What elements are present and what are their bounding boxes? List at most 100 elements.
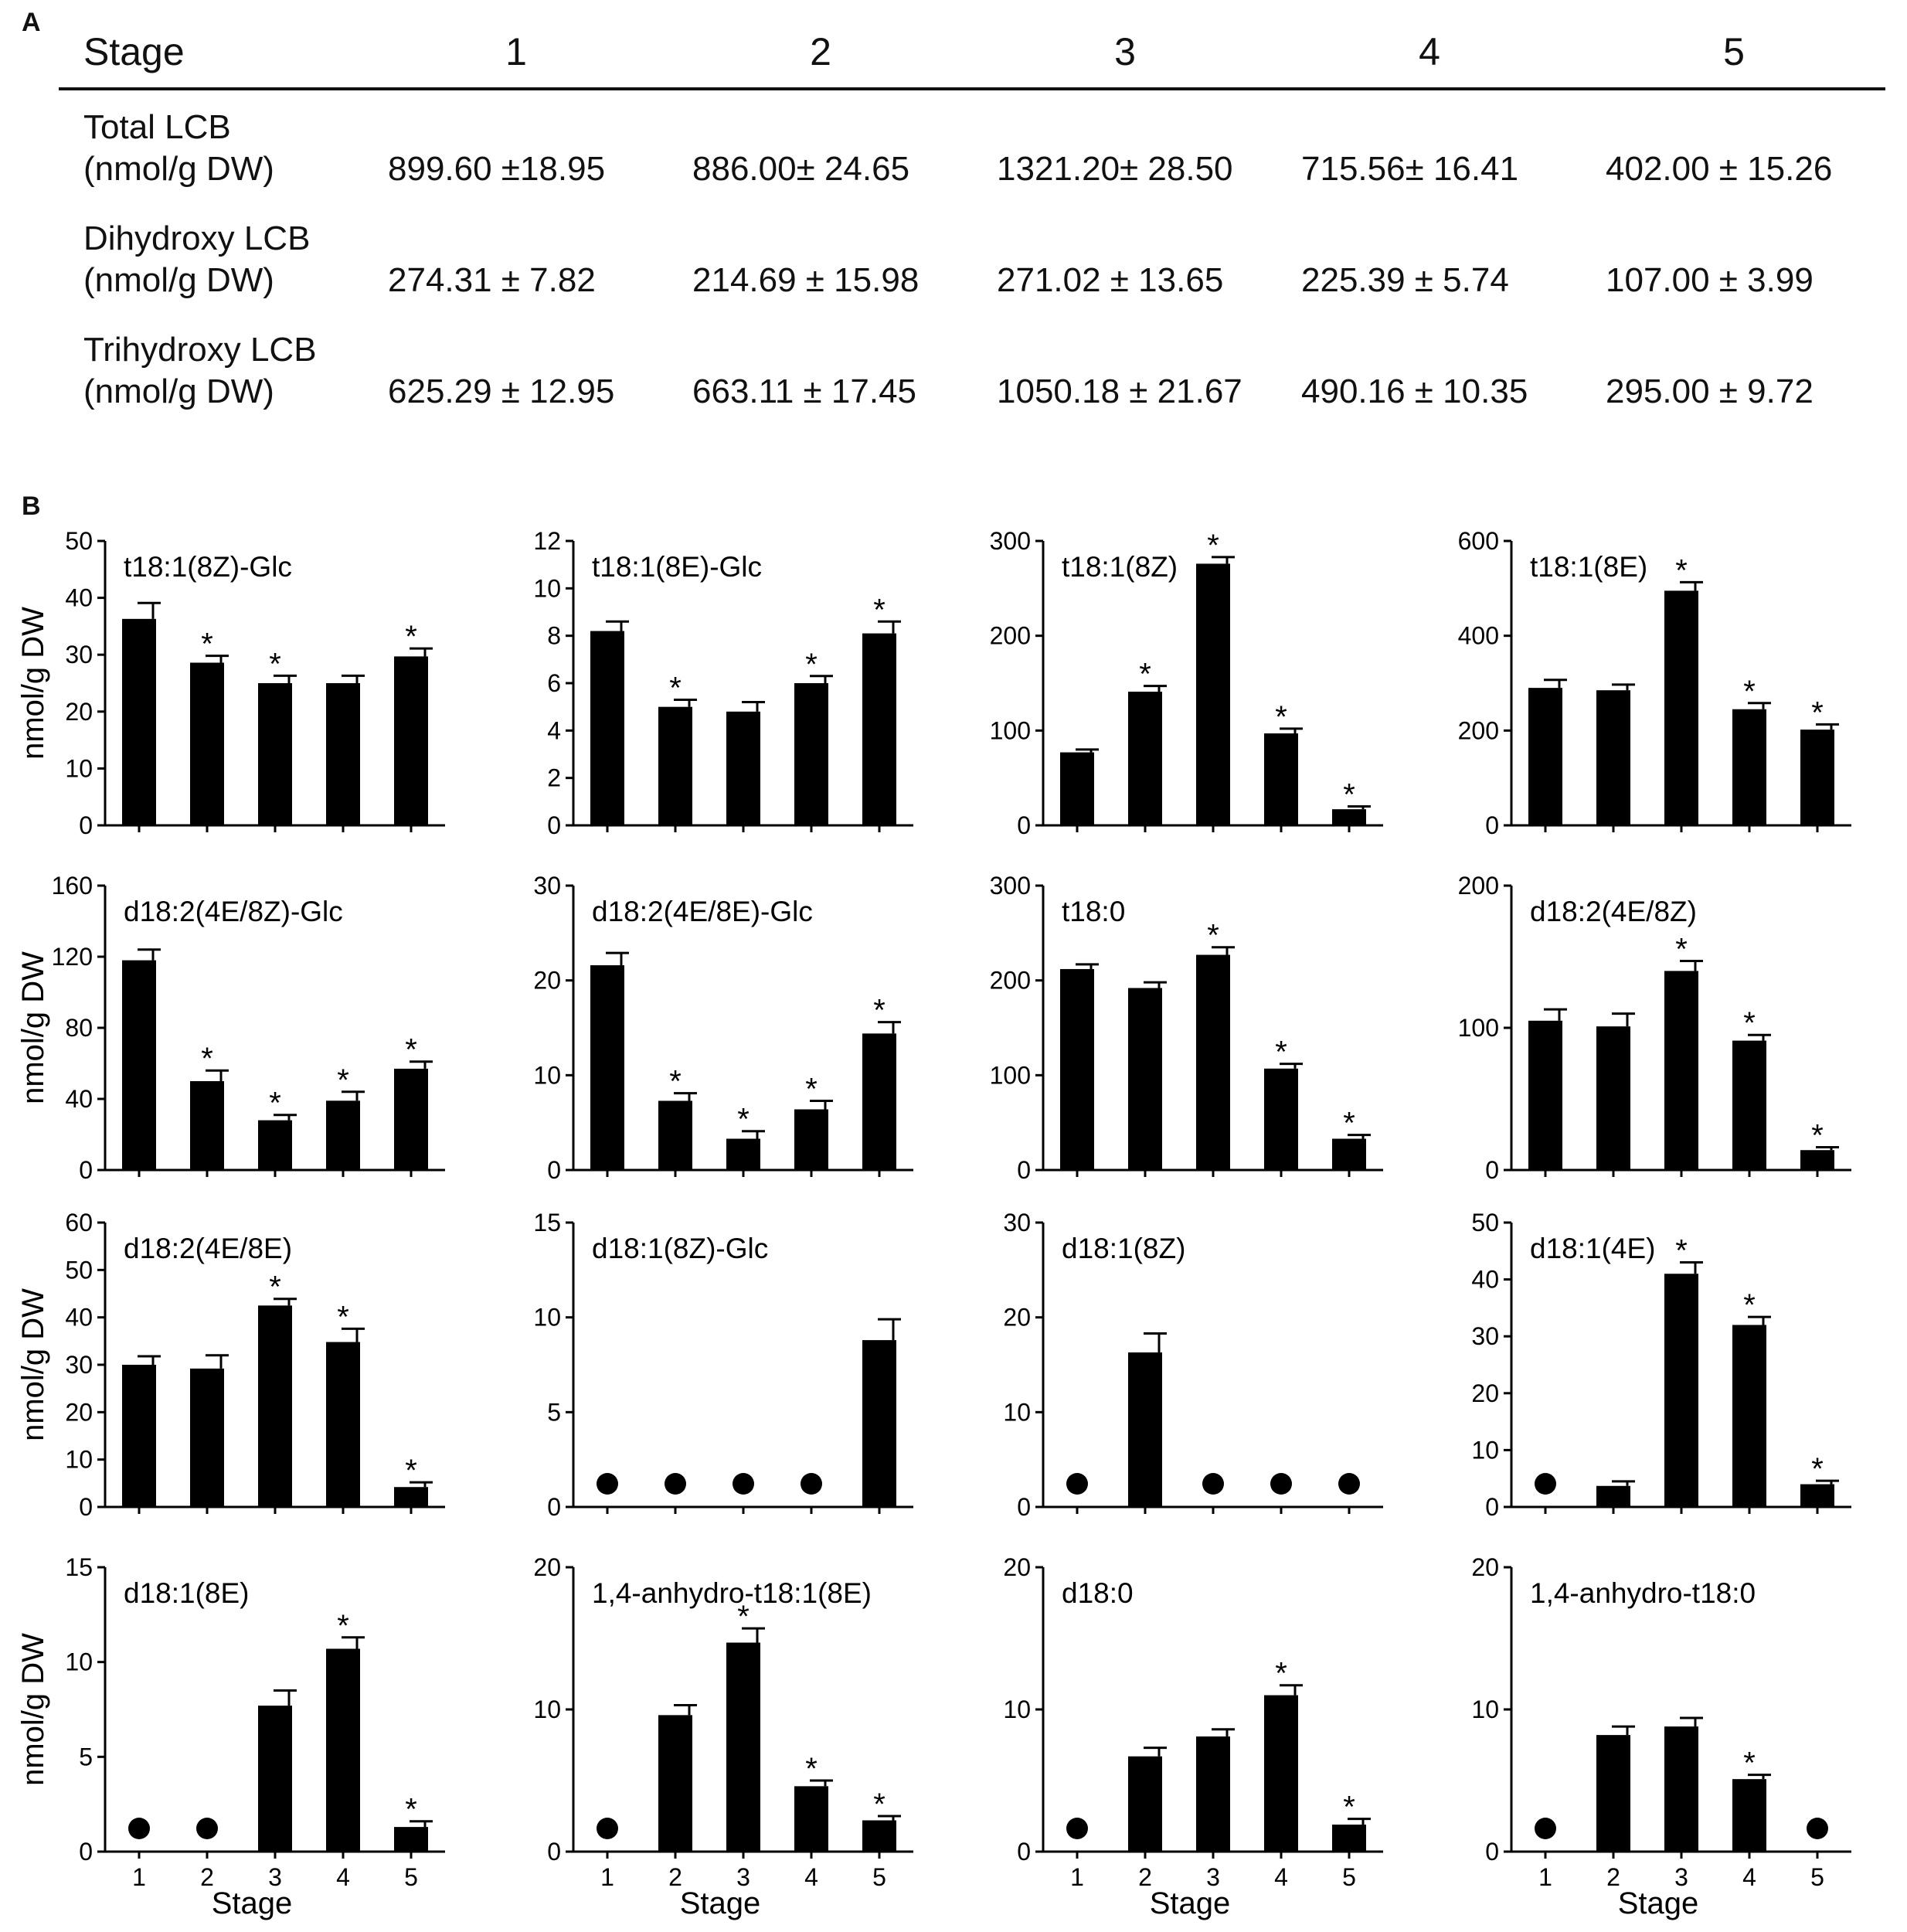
bar (590, 965, 624, 1170)
significance-mark: * (1275, 1036, 1287, 1070)
chart-title: t18:1(8Z)-Glc (124, 551, 292, 583)
bar (1596, 1026, 1630, 1170)
bar (326, 683, 360, 825)
y-tick-label: 15 (533, 1209, 561, 1236)
chart-title: t18:1(8E)-Glc (592, 551, 762, 583)
not-detected-dot (196, 1818, 218, 1839)
y-tick-label: 10 (65, 1446, 93, 1474)
significance-mark: * (1811, 1452, 1824, 1486)
y-axis-label: nmol/g DW (16, 951, 50, 1104)
not-detected-dot (597, 1473, 618, 1495)
bar (394, 1068, 428, 1170)
bar (1196, 1736, 1230, 1852)
significance-mark: * (405, 620, 417, 654)
y-axis-label: nmol/g DW (16, 607, 50, 760)
bar (726, 711, 760, 825)
y-tick-label: 40 (65, 584, 93, 612)
bar (1128, 1352, 1162, 1507)
y-tick-label: 200 (990, 622, 1031, 650)
bar (1128, 988, 1162, 1170)
bar (190, 1081, 224, 1170)
y-tick-label: 120 (52, 943, 93, 971)
bar (1800, 1484, 1834, 1507)
x-tick-label: 1 (1070, 1863, 1084, 1891)
bar (794, 1109, 828, 1170)
y-tick-label: 10 (1003, 1398, 1031, 1426)
significance-mark: * (405, 1033, 417, 1067)
table-header-stage-5: 5 (1723, 30, 1745, 73)
y-tick-label: 20 (533, 967, 561, 995)
table-cell: 899.60 ±18.95 (388, 150, 606, 188)
chart-title: t18:0 (1062, 896, 1125, 927)
y-tick-label: 12 (533, 527, 561, 555)
significance-mark: * (405, 1793, 417, 1827)
y-tick-label: 50 (1471, 1209, 1499, 1236)
bar (1596, 1735, 1630, 1852)
significance-mark: * (1275, 1657, 1287, 1691)
bar (1664, 590, 1698, 825)
row-label: Dihydroxy LCB (83, 219, 311, 257)
y-tick-label: 0 (1485, 1156, 1499, 1184)
chart-title: d18:2(4E/8E) (124, 1233, 292, 1264)
y-tick-label: 100 (1458, 1014, 1499, 1042)
bar (258, 1706, 292, 1852)
y-tick-label: 10 (1471, 1436, 1499, 1464)
x-axis-label: Stage (212, 1886, 293, 1920)
significance-mark: * (201, 628, 213, 662)
chart-title: d18:0 (1062, 1577, 1134, 1609)
x-axis-label: Stage (1150, 1886, 1231, 1920)
y-tick-label: 50 (65, 1256, 93, 1284)
x-tick-label: 1 (132, 1863, 146, 1891)
y-tick-label: 10 (533, 574, 561, 602)
y-tick-label: 0 (79, 1838, 93, 1866)
not-detected-dot (1066, 1818, 1088, 1839)
chart-title: d18:1(4E) (1530, 1233, 1656, 1264)
significance-mark: * (737, 1600, 750, 1634)
y-tick-label: 40 (1471, 1266, 1499, 1294)
bar (1732, 709, 1766, 825)
bar (258, 683, 292, 825)
chart-title: d18:1(8E) (124, 1577, 250, 1609)
y-tick-label: 50 (65, 527, 93, 555)
y-tick-label: 10 (533, 1304, 561, 1332)
x-tick-label: 4 (804, 1863, 818, 1891)
y-tick-label: 2 (547, 764, 561, 792)
x-tick-label: 2 (1138, 1863, 1152, 1891)
significance-mark: * (269, 1270, 281, 1304)
bar (394, 656, 428, 825)
y-tick-label: 0 (1017, 1838, 1031, 1866)
y-tick-label: 0 (547, 811, 561, 839)
significance-mark: * (337, 1063, 349, 1097)
significance-mark: * (1675, 1234, 1688, 1268)
y-tick-label: 30 (1003, 1209, 1031, 1236)
table-cell: 402.00 ± 15.26 (1606, 150, 1833, 188)
bar (1264, 1695, 1298, 1852)
bar (658, 1100, 692, 1170)
x-tick-label: 3 (1674, 1863, 1688, 1891)
y-tick-label: 80 (65, 1014, 93, 1042)
significance-mark: * (873, 994, 886, 1028)
x-axis-label: Stage (1618, 1886, 1699, 1920)
y-tick-label: 20 (1471, 1553, 1499, 1581)
bar (1196, 563, 1230, 825)
y-tick-label: 100 (990, 1061, 1031, 1089)
y-tick-label: 0 (1017, 1156, 1031, 1184)
y-tick-label: 10 (1471, 1696, 1499, 1723)
x-tick-label: 3 (736, 1863, 750, 1891)
x-tick-label: 2 (1606, 1863, 1620, 1891)
y-tick-label: 20 (65, 1398, 93, 1426)
not-detected-dot (1535, 1473, 1556, 1495)
y-tick-label: 300 (990, 872, 1031, 900)
table-header-stage-3: 3 (1114, 30, 1136, 73)
not-detected-dot (1270, 1473, 1292, 1495)
y-tick-label: 20 (533, 1553, 561, 1581)
bar (394, 1827, 428, 1852)
table-header-rule (59, 87, 1885, 90)
chart-title: t18:1(8Z) (1062, 551, 1178, 583)
bar (1528, 1020, 1562, 1170)
y-tick-label: 0 (547, 1838, 561, 1866)
chart-title: d18:2(4E/8Z)-Glc (124, 896, 343, 927)
bar (1264, 733, 1298, 825)
bar (658, 1715, 692, 1852)
